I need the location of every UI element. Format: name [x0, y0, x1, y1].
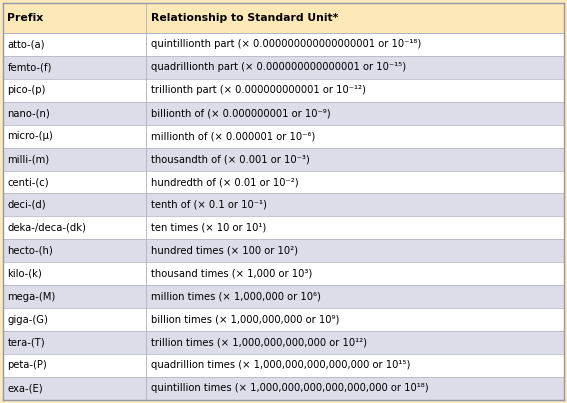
Text: tenth of (× 0.1 or 10⁻¹): tenth of (× 0.1 or 10⁻¹): [150, 200, 266, 210]
Text: quadrillionth part (× 0.000000000000001 or 10⁻¹⁵): quadrillionth part (× 0.000000000000001 …: [150, 62, 405, 73]
Bar: [3, 3, 564, 33]
Text: Prefix: Prefix: [7, 13, 44, 23]
Text: centi-(c): centi-(c): [7, 177, 49, 187]
Bar: [3, 170, 564, 193]
Bar: [3, 354, 564, 377]
Bar: [3, 262, 564, 285]
Text: billionth of (× 0.000000001 or 10⁻⁹): billionth of (× 0.000000001 or 10⁻⁹): [150, 108, 330, 118]
Text: peta-(P): peta-(P): [7, 360, 47, 370]
Text: femto-(f): femto-(f): [7, 62, 52, 73]
Text: milli-(m): milli-(m): [7, 154, 49, 164]
Text: Relationship to Standard Unit*: Relationship to Standard Unit*: [150, 13, 338, 23]
Bar: [3, 377, 564, 400]
Text: kilo-(k): kilo-(k): [7, 269, 42, 279]
Bar: [3, 33, 564, 56]
Text: nano-(n): nano-(n): [7, 108, 50, 118]
Text: ten times (× 10 or 10¹): ten times (× 10 or 10¹): [150, 223, 266, 233]
Text: quintillionth part (× 0.000000000000000001 or 10⁻¹⁸): quintillionth part (× 0.0000000000000000…: [150, 39, 421, 50]
Text: atto-(a): atto-(a): [7, 39, 45, 50]
Text: quintillion times (× 1,000,000,000,000,000,000 or 10¹⁸): quintillion times (× 1,000,000,000,000,0…: [150, 383, 428, 393]
Bar: [3, 308, 564, 331]
Bar: [3, 331, 564, 354]
Text: micro-(μ): micro-(μ): [7, 131, 53, 141]
Bar: [3, 216, 564, 239]
Bar: [3, 239, 564, 262]
Text: tera-(T): tera-(T): [7, 337, 45, 347]
Bar: [3, 125, 564, 147]
Bar: [3, 193, 564, 216]
Text: hundredth of (× 0.01 or 10⁻²): hundredth of (× 0.01 or 10⁻²): [150, 177, 298, 187]
Text: thousandth of (× 0.001 or 10⁻³): thousandth of (× 0.001 or 10⁻³): [150, 154, 309, 164]
Text: mega-(M): mega-(M): [7, 292, 56, 301]
Bar: [3, 79, 564, 102]
Text: trillion times (× 1,000,000,000,000 or 10¹²): trillion times (× 1,000,000,000,000 or 1…: [150, 337, 366, 347]
Text: deka-/deca-(dk): deka-/deca-(dk): [7, 223, 86, 233]
Text: billion times (× 1,000,000,000 or 10⁹): billion times (× 1,000,000,000 or 10⁹): [150, 315, 339, 324]
Bar: [3, 56, 564, 79]
Text: deci-(d): deci-(d): [7, 200, 46, 210]
Text: million times (× 1,000,000 or 10⁶): million times (× 1,000,000 or 10⁶): [150, 292, 320, 301]
Text: trillionth part (× 0.000000000001 or 10⁻¹²): trillionth part (× 0.000000000001 or 10⁻…: [150, 85, 365, 96]
Bar: [3, 102, 564, 125]
Bar: [3, 285, 564, 308]
Bar: [3, 147, 564, 170]
Text: hundred times (× 100 or 10²): hundred times (× 100 or 10²): [150, 246, 298, 256]
Text: millionth of (× 0.000001 or 10⁻⁶): millionth of (× 0.000001 or 10⁻⁶): [150, 131, 315, 141]
Text: hecto-(h): hecto-(h): [7, 246, 53, 256]
Text: quadrillion times (× 1,000,000,000,000,000 or 10¹⁵): quadrillion times (× 1,000,000,000,000,0…: [150, 360, 410, 370]
Text: exa-(E): exa-(E): [7, 383, 43, 393]
Text: giga-(G): giga-(G): [7, 315, 48, 324]
Text: thousand times (× 1,000 or 10³): thousand times (× 1,000 or 10³): [150, 269, 312, 279]
Text: pico-(p): pico-(p): [7, 85, 46, 96]
